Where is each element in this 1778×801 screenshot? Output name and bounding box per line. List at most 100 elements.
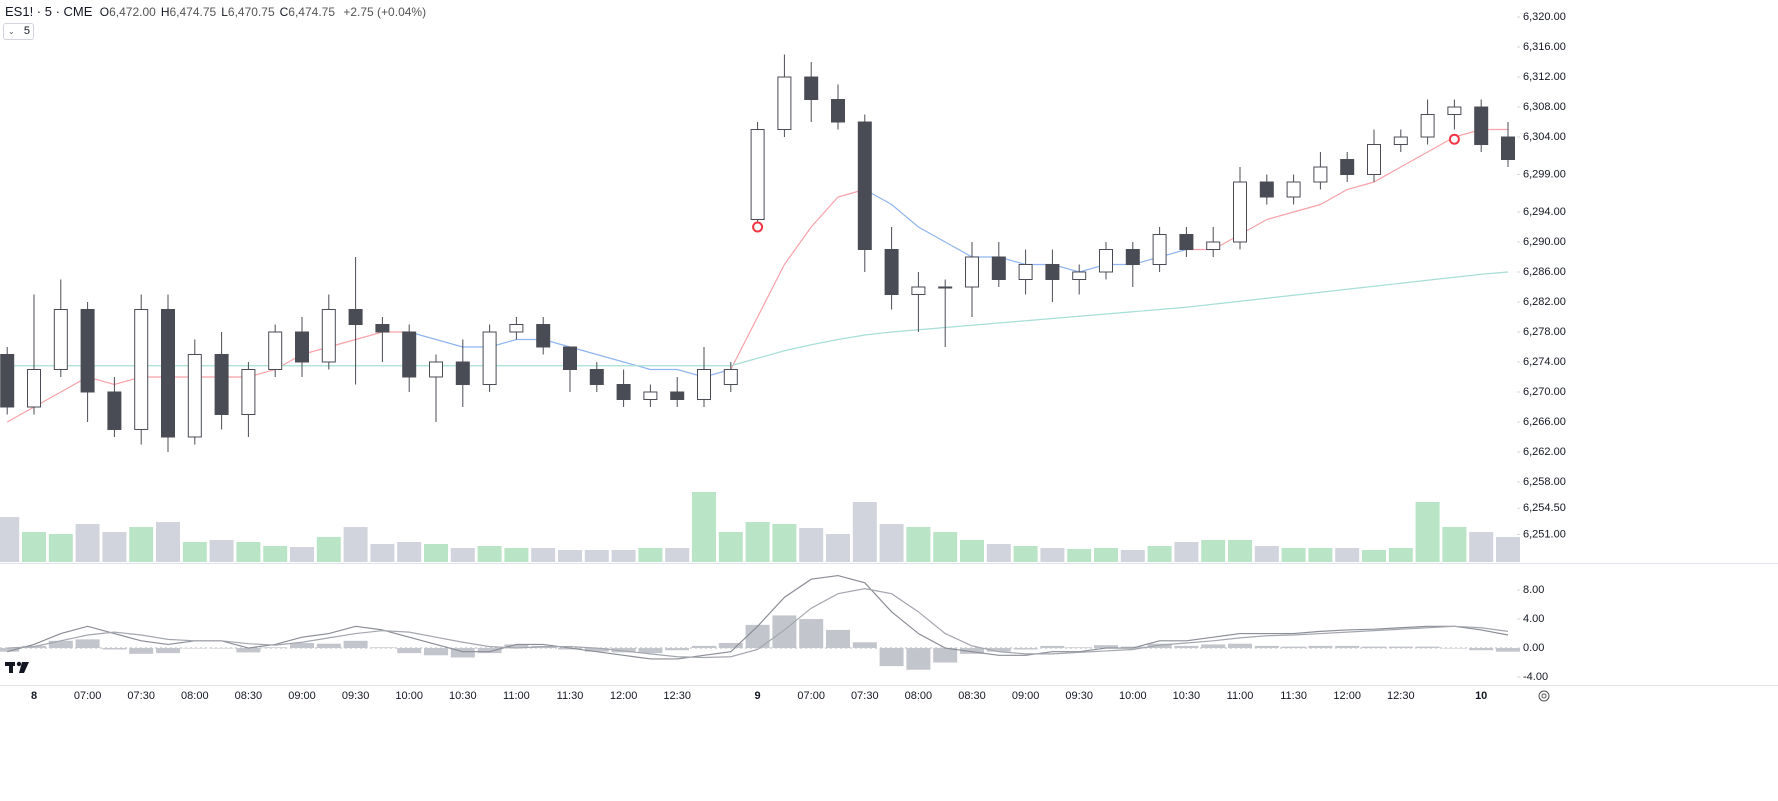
macd-line (7, 588, 1509, 659)
macd-histogram-bar (1388, 646, 1413, 649)
volume-bar (0, 517, 20, 562)
candle-body (0, 353, 15, 408)
macd-tick-label: 0.00 (1523, 642, 1544, 654)
x-tick-label: 08:00 (905, 690, 933, 702)
x-tick-label: 08:00 (181, 690, 209, 702)
candle-body (884, 249, 899, 295)
volume-bar (745, 522, 770, 562)
volume-bar (343, 527, 368, 562)
x-tick-label: 08:30 (958, 690, 986, 702)
macd-histogram-bar (1094, 645, 1118, 649)
volume-bar (1120, 550, 1145, 562)
macd-histogram-bar (75, 639, 100, 649)
candle-body (670, 391, 685, 400)
volume-bar (263, 546, 288, 562)
x-tick-label: 09:00 (288, 690, 316, 702)
macd-histogram-bar (1362, 646, 1386, 649)
volume-bar (638, 548, 663, 562)
macd-histogram-bar (960, 648, 984, 654)
macd-histogram-bar (1067, 647, 1092, 649)
interval-toggle[interactable]: ⌄ 5 (3, 23, 34, 40)
volume-bar (424, 544, 448, 562)
macd-histogram-bar (1147, 643, 1172, 649)
macd-histogram-bar (0, 648, 20, 652)
volume-bar (316, 537, 341, 562)
moving-average (6, 331, 410, 423)
change: +2.75 (+0.04%) (343, 5, 427, 19)
candle-body (1340, 159, 1355, 176)
volume-bar (102, 532, 127, 562)
y-tick-label: 6,270.00 (1523, 386, 1566, 398)
volume-bar (1469, 532, 1494, 562)
volume-bar (692, 492, 716, 562)
volume-bar (1147, 546, 1172, 562)
candle-body (777, 76, 792, 131)
x-tick-label: 8 (31, 690, 37, 702)
candle-body (1259, 181, 1274, 198)
ohlc-values: O6,472.00 H6,474.75 L6,470.75 C6,474.75 (100, 5, 340, 19)
macd-histogram-bar (986, 648, 1011, 652)
x-tick-label: 10:30 (449, 690, 477, 702)
candle-body (107, 391, 122, 430)
macd-histogram-bar (1308, 645, 1333, 649)
y-tick-label: 6,254.50 (1523, 502, 1566, 514)
x-tick-label: 07:00 (797, 690, 825, 702)
macd-histogram-bar (558, 648, 582, 650)
candle-body (1233, 181, 1247, 243)
macd-histogram-bar (450, 648, 475, 658)
volume-bar (1094, 548, 1118, 562)
candle-body (1179, 234, 1194, 251)
candle-body (1447, 106, 1462, 116)
y-tick-label: 6,251.00 (1523, 528, 1566, 540)
macd-histogram-bar (692, 645, 716, 649)
candle-body (1072, 271, 1087, 281)
candle-body (187, 353, 202, 438)
x-tick-label: 07:30 (127, 690, 155, 702)
candle-body (1420, 114, 1435, 138)
x-tick-label: 12:30 (663, 690, 691, 702)
y-tick-label: 6,266.00 (1523, 416, 1566, 428)
x-tick-label: 07:30 (851, 690, 879, 702)
y-tick-label: 6,316.00 (1523, 41, 1566, 53)
macd-histogram-bar (1496, 648, 1520, 652)
macd-histogram-bar (1335, 645, 1360, 649)
field-value: 6,470.75 (227, 5, 275, 19)
macd-histogram-bar (1174, 645, 1199, 649)
volume-bar (558, 550, 582, 562)
volume-bar (1308, 548, 1333, 562)
symbol[interactable]: ES1! · 5 · CME (5, 4, 93, 19)
macd-histogram-bar (1442, 648, 1467, 649)
y-tick-label: 6,299.00 (1523, 168, 1566, 180)
macd-tick-label: 4.00 (1523, 613, 1544, 625)
macd-histogram-bar (129, 648, 154, 654)
candle-body (723, 368, 738, 385)
candle-body (589, 368, 604, 385)
candle-body (1313, 166, 1328, 183)
candle-body (321, 308, 336, 363)
volume-bar (1013, 546, 1038, 562)
y-tick-label: 6,294.00 (1523, 206, 1566, 218)
y-tick-label: 6,282.00 (1523, 296, 1566, 308)
settings-icon[interactable] (1538, 690, 1550, 702)
macd-histogram-bar (1040, 645, 1065, 649)
candle-body (965, 256, 979, 288)
interval: 5 (23, 25, 30, 37)
macd-histogram-bar (424, 648, 448, 656)
candle-body (697, 368, 711, 400)
y-tick-label: 6,274.00 (1523, 356, 1566, 368)
volume-bar (1335, 548, 1360, 562)
volume-bar (1281, 548, 1306, 562)
y-tick-label: 6,308.00 (1523, 101, 1566, 113)
x-tick-label: 09:30 (342, 690, 370, 702)
volume-bar (182, 542, 207, 562)
x-tick-label: 9 (755, 690, 761, 702)
candle-body (268, 331, 283, 370)
volume-bar (531, 548, 556, 562)
volume-bar (1201, 540, 1226, 562)
moving-average (730, 188, 865, 370)
candle-body (429, 361, 443, 378)
macd-histogram-bar (611, 648, 636, 653)
x-tick-label: 11:00 (503, 690, 530, 702)
volume-bar (852, 502, 877, 562)
macd-histogram-bar (1201, 644, 1226, 649)
